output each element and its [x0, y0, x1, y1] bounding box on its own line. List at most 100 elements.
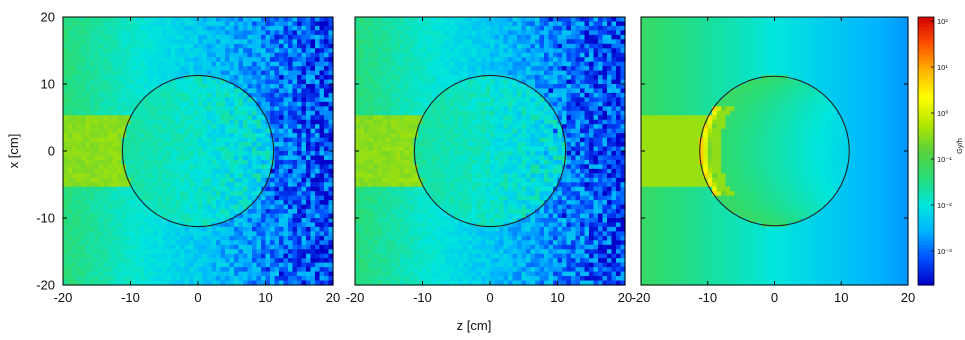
heatmap-cell — [418, 39, 424, 45]
heatmap-cell — [229, 34, 235, 40]
heatmap-cell — [144, 57, 150, 63]
heatmap-cell — [306, 258, 312, 264]
heatmap-cell — [171, 43, 177, 49]
heatmap-cell — [153, 21, 159, 27]
heatmap-cell — [440, 195, 446, 201]
heatmap-cell — [193, 177, 199, 183]
heatmap-cell — [445, 164, 451, 170]
heatmap-cell — [234, 110, 240, 116]
heatmap-cell — [108, 146, 114, 152]
panel-2: -20 -10 0 10 20 — [346, 16, 632, 305]
heatmap-cell — [238, 34, 244, 40]
heatmap-cell — [229, 191, 235, 197]
heatmap-cell — [297, 173, 303, 179]
heatmap-cell — [328, 43, 334, 49]
heatmap-cell — [422, 21, 428, 27]
heatmap-cell — [292, 258, 298, 264]
heatmap-cell — [454, 30, 460, 36]
heatmap-cell — [220, 249, 226, 255]
heatmap-cell — [355, 142, 361, 148]
heatmap-cell — [166, 66, 172, 72]
heatmap-cell — [315, 280, 321, 286]
heatmap-cell — [225, 101, 231, 107]
heatmap-cell — [130, 262, 136, 268]
heatmap-cell — [395, 249, 401, 255]
heatmap-cell — [274, 110, 280, 116]
heatmap-cell — [283, 280, 289, 286]
heatmap-cell — [440, 119, 446, 125]
heatmap-cell — [279, 75, 285, 81]
heatmap-cell — [386, 276, 392, 282]
heatmap-cell — [94, 258, 100, 264]
heatmap-cell — [279, 110, 285, 116]
heatmap-cell — [112, 106, 118, 112]
heatmap-cell — [355, 39, 361, 45]
heatmap-cell — [103, 267, 109, 273]
heatmap-cell — [112, 137, 118, 143]
heatmap-cell — [234, 253, 240, 259]
heatmap-cell — [431, 17, 437, 23]
heatmap-cell — [139, 39, 145, 45]
heatmap-cell — [328, 48, 334, 54]
heatmap-cell — [166, 226, 172, 232]
heatmap-cell — [207, 128, 213, 134]
heatmap-cell — [99, 115, 105, 121]
heatmap-cell — [103, 128, 109, 134]
heatmap-cell — [193, 75, 199, 81]
heatmap-cell — [382, 280, 388, 286]
heatmap-cell — [153, 25, 159, 31]
heatmap-cell — [445, 235, 451, 241]
heatmap-cell — [112, 48, 118, 54]
heatmap-cell — [157, 97, 163, 103]
heatmap-cell — [180, 177, 186, 183]
heatmap-cell — [283, 97, 289, 103]
heatmap-cell — [283, 249, 289, 255]
heatmap-cell — [198, 92, 204, 98]
heatmap-cell — [180, 110, 186, 116]
heatmap-cell — [189, 119, 195, 125]
heatmap-cell — [81, 276, 87, 282]
heatmap-cell — [207, 240, 213, 246]
heatmap-cell — [198, 240, 204, 246]
heatmap-cell — [108, 249, 114, 255]
heatmap-cell — [283, 52, 289, 58]
heatmap-cell — [431, 235, 437, 241]
heatmap-cell — [377, 66, 383, 72]
heatmap-cell — [274, 209, 280, 215]
heatmap-cell — [85, 34, 91, 40]
heatmap-cell — [81, 213, 87, 219]
heatmap-cell — [445, 25, 451, 31]
heatmap-cell — [449, 30, 455, 36]
heatmap-cell — [90, 88, 96, 94]
heatmap-cell — [386, 52, 392, 58]
heatmap-cell — [427, 182, 433, 188]
heatmap-cell — [395, 253, 401, 259]
heatmap-cell — [72, 218, 78, 224]
heatmap-cell — [247, 17, 253, 23]
heatmap-cell — [207, 25, 213, 31]
heatmap-cell — [175, 204, 181, 210]
heatmap-cell — [211, 253, 217, 259]
heatmap-cell — [270, 226, 276, 232]
heatmap-cell — [130, 218, 136, 224]
heatmap-cell — [391, 168, 397, 174]
heatmap-cell — [306, 280, 312, 286]
heatmap-cell — [211, 75, 217, 81]
heatmap-cell — [220, 186, 226, 192]
heatmap-cell — [382, 222, 388, 228]
heatmap-cell — [418, 119, 424, 125]
heatmap-cell — [261, 17, 267, 23]
heatmap-cell — [247, 101, 253, 107]
heatmap-cell — [229, 97, 235, 103]
heatmap-cell — [400, 39, 406, 45]
heatmap-cell — [315, 146, 321, 152]
y-axis-label: x [cm] — [6, 134, 21, 169]
heatmap-cell — [243, 164, 249, 170]
heatmap-cell — [144, 84, 150, 90]
heatmap-cell — [310, 106, 316, 112]
heatmap-cell — [67, 200, 73, 206]
heatmap-cell — [193, 128, 199, 134]
heatmap-cell — [310, 151, 316, 157]
heatmap-cell — [63, 209, 69, 215]
heatmap-cell — [144, 226, 150, 232]
